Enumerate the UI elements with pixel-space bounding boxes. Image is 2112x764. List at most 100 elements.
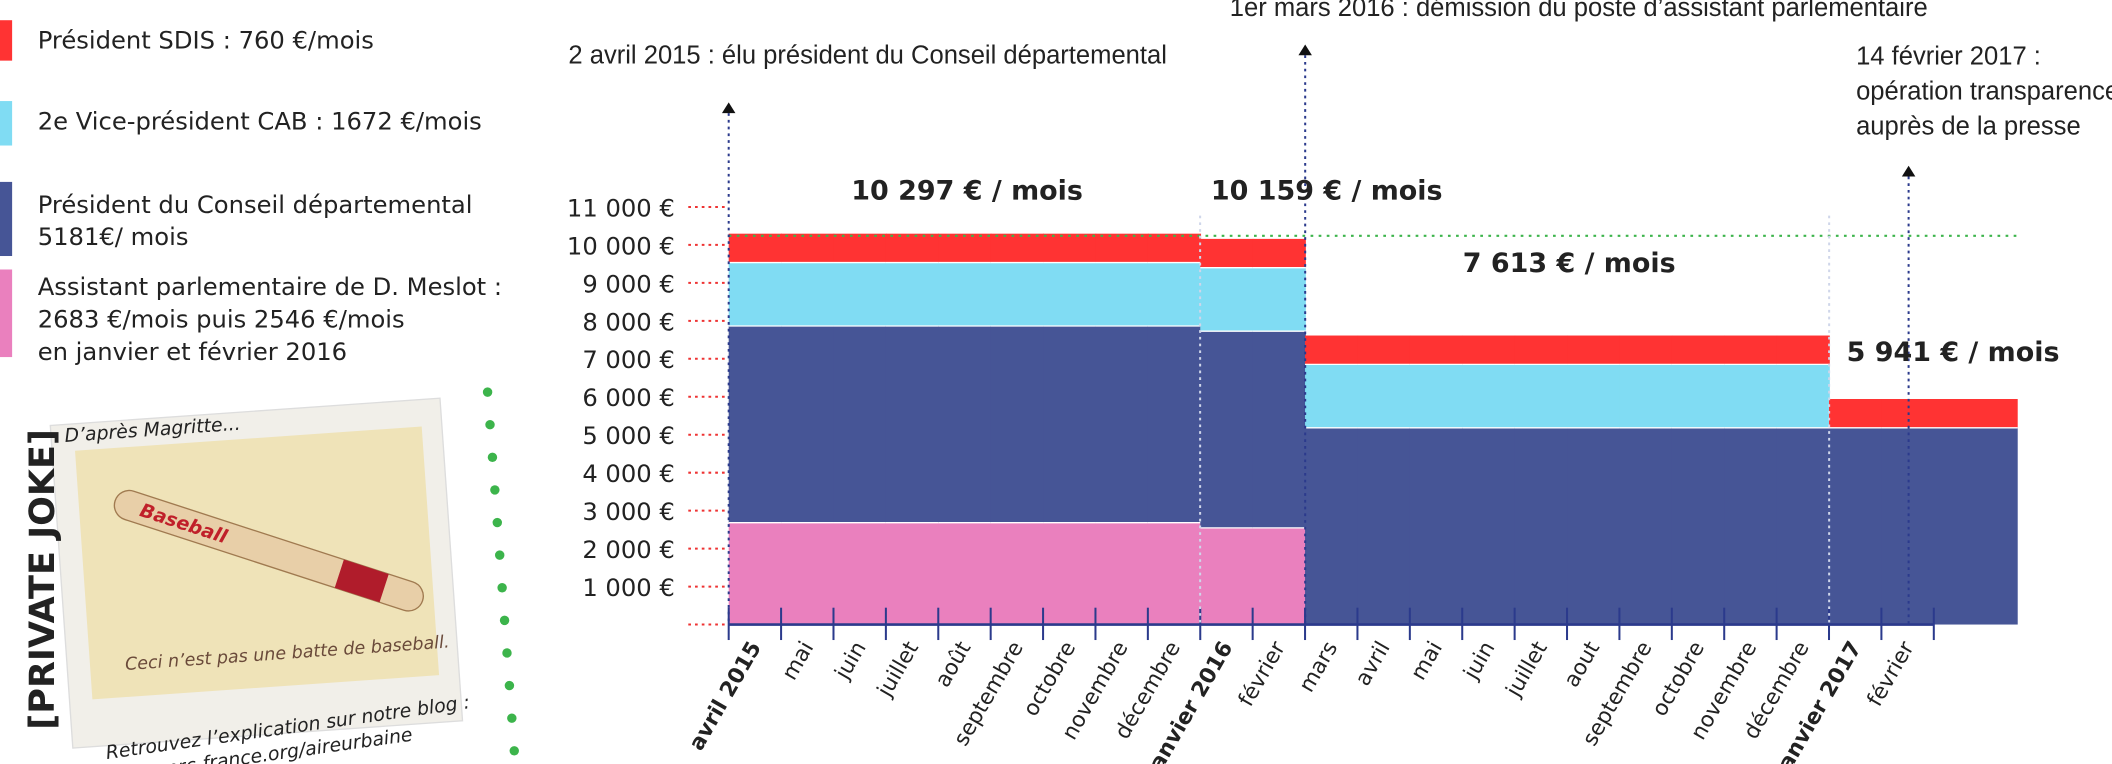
- y-tick-label: 7 000 €: [582, 345, 674, 374]
- bar-segment: [1829, 428, 1882, 625]
- bar-segment: [1672, 364, 1725, 427]
- total-label: 7 613 € / mois: [1463, 248, 1676, 279]
- dot: [510, 746, 519, 755]
- y-tick-label: 3 000 €: [582, 497, 674, 526]
- bar-segment: [729, 326, 782, 523]
- bar-segment: [1253, 331, 1306, 528]
- bar-segment: [1619, 428, 1672, 625]
- bar-segment: [729, 234, 782, 263]
- bar-segment: [1200, 239, 1253, 268]
- infographic: Baseball Ceci n’est pas une batte de bas…: [0, 0, 2112, 764]
- bar-segment: [1777, 336, 1830, 365]
- bar-segment: [886, 263, 939, 326]
- dot: [500, 616, 509, 625]
- y-tick-label: 2 000 €: [582, 535, 674, 564]
- y-tick-label: 4 000 €: [582, 459, 674, 488]
- bar-segment: [991, 523, 1044, 625]
- x-tick-label: février: [1234, 637, 1291, 711]
- photo-card: Baseball Ceci n’est pas une batte de bas…: [50, 398, 462, 748]
- decor-dots: [483, 387, 519, 755]
- bar-segment: [1095, 326, 1148, 523]
- bar-segment: [938, 326, 991, 523]
- dot: [493, 518, 502, 527]
- event-arrow: [722, 102, 735, 113]
- bar-segment: [833, 263, 886, 326]
- bar-segment: [1043, 523, 1096, 625]
- bar-segment: [1253, 528, 1306, 625]
- event-arrow: [1902, 166, 1915, 177]
- bar-segment: [991, 234, 1044, 263]
- y-tick-label: 10 000 €: [567, 231, 675, 260]
- y-tick-label: 9 000 €: [582, 269, 674, 298]
- dot: [488, 453, 497, 462]
- x-tick-label: juillet: [1501, 637, 1553, 702]
- bar-segment: [1148, 263, 1201, 326]
- x-tick-label: mars: [1294, 637, 1343, 697]
- legend-swatch: [0, 20, 12, 60]
- bar-segment: [781, 326, 834, 523]
- bar-segment: [886, 523, 939, 625]
- bar-segment: [1462, 336, 1515, 365]
- bar-segment: [1567, 428, 1620, 625]
- bar-segment: [1881, 428, 2017, 625]
- bar-segment: [886, 326, 939, 523]
- bar-segment: [1305, 364, 1358, 427]
- bar-segment: [1043, 234, 1096, 263]
- total-label: 10 159 € / mois: [1211, 175, 1443, 206]
- y-tick-label: 8 000 €: [582, 307, 674, 336]
- legend-swatch: [0, 101, 12, 145]
- bar-segment: [1619, 364, 1672, 427]
- bar-segment: [781, 523, 834, 625]
- side-label: [PRIVATE JOKE]: [22, 429, 63, 730]
- bar-segment: [1148, 326, 1201, 523]
- dot: [497, 583, 506, 592]
- x-tick-label: aout: [1559, 637, 1605, 692]
- bar-segment: [781, 234, 834, 263]
- bar-segment: [1357, 428, 1410, 625]
- event-label: 2 avril 2015 : élu président du Conseil …: [568, 41, 1167, 69]
- x-tick-label: mai: [1406, 637, 1448, 684]
- event-arrow: [1298, 44, 1311, 55]
- bar-segment: [1724, 428, 1777, 625]
- bar-segment: [1462, 364, 1515, 427]
- dot: [507, 713, 516, 722]
- legend-label: 2e Vice-président CAB : 1672 €/mois: [38, 106, 482, 135]
- dot: [505, 681, 514, 690]
- y-tick-label: 5 000 €: [582, 421, 674, 450]
- x-tick-label: février: [1863, 637, 1920, 711]
- bar-segment: [781, 263, 834, 326]
- x-tick-label: mai: [777, 637, 819, 684]
- dot: [502, 648, 511, 657]
- bar-segment: [833, 326, 886, 523]
- bar-segment: [1724, 364, 1777, 427]
- bar-segment: [1672, 428, 1725, 625]
- bar-segment: [1881, 399, 2017, 428]
- x-tick-label: juin: [830, 637, 872, 684]
- bar-segment: [1095, 234, 1148, 263]
- bar-segment: [1462, 428, 1515, 625]
- bar-segment: [1200, 268, 1253, 331]
- bar-segment: [1253, 239, 1306, 268]
- x-tick-label: juin: [1459, 637, 1501, 684]
- bar-segment: [1672, 336, 1725, 365]
- bar-segment: [1043, 263, 1096, 326]
- page: {"chart_data":{"type":"bar","stacked":tr…: [0, 0, 2112, 764]
- total-label: 5 941 € / mois: [1847, 337, 2060, 368]
- bar-segment: [1148, 234, 1201, 263]
- bar-segment: [1357, 336, 1410, 365]
- bar-segment: [1253, 268, 1306, 331]
- bar-segment: [991, 326, 1044, 523]
- bar-segment: [729, 263, 782, 326]
- bar-segment: [886, 234, 939, 263]
- bar-segment: [938, 234, 991, 263]
- bar-segment: [1724, 336, 1777, 365]
- y-tick-label: 6 000 €: [582, 383, 674, 412]
- legend-label: Président SDIS : 760 €/mois: [38, 26, 374, 55]
- bar-segment: [1777, 364, 1830, 427]
- bar-segment: [1200, 528, 1253, 625]
- bar-segment: [1305, 428, 1358, 625]
- bar-segment: [938, 523, 991, 625]
- bar-segment: [938, 263, 991, 326]
- total-label: 10 297 € / mois: [851, 175, 1083, 206]
